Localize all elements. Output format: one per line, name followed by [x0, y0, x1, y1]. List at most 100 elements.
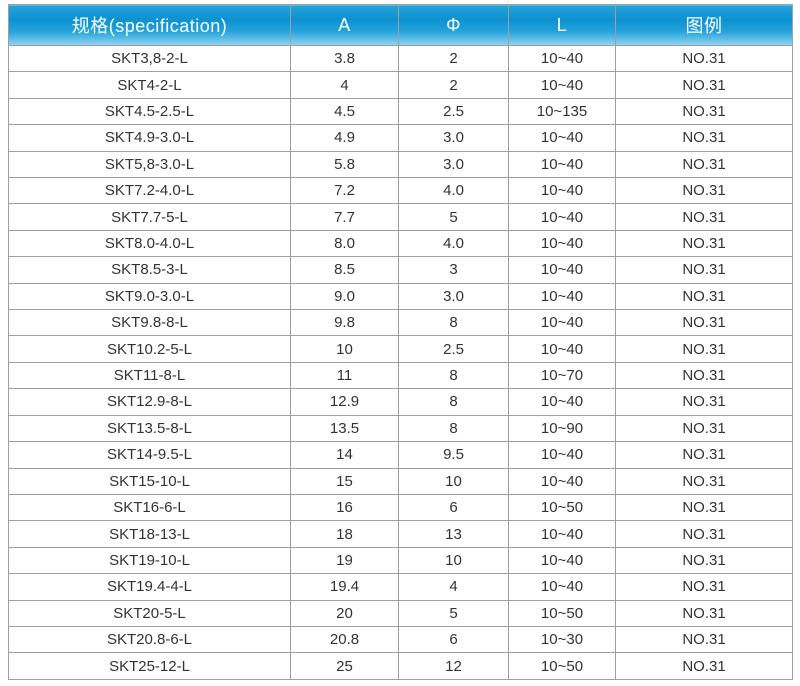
- table-row: SKT9.8-8-L 9.8 8 10~40 NO.31: [8, 309, 793, 337]
- cell-spec: SKT3,8-2-L: [8, 44, 291, 73]
- cell-phi: 2: [398, 71, 509, 99]
- cell-spec: SKT11-8-L: [8, 361, 291, 390]
- cell-a: 9.8: [290, 309, 399, 337]
- cell-l: 10~70: [508, 361, 616, 390]
- cell-a: 4.5: [290, 97, 399, 126]
- cell-a: 7.2: [290, 177, 399, 205]
- cell-a: 19: [290, 546, 399, 575]
- cell-legend: NO.31: [615, 97, 793, 126]
- cell-phi: 8: [398, 361, 509, 390]
- table-row: SKT9.0-3.0-L 9.0 3.0 10~40 NO.31: [8, 282, 793, 311]
- cell-spec: SKT25-12-L: [8, 652, 291, 680]
- cell-l: 10~50: [508, 652, 616, 680]
- table-row: SKT20-5-L 20 5 10~50 NO.31: [8, 599, 793, 627]
- cell-legend: NO.31: [615, 150, 793, 179]
- header-cell-phi: Φ: [398, 4, 509, 46]
- cell-l: 10~40: [508, 177, 616, 205]
- cell-phi: 3: [398, 256, 509, 284]
- cell-phi: 4: [398, 573, 509, 601]
- cell-a: 20: [290, 599, 399, 627]
- table-row: SKT3,8-2-L 3.8 2 10~40 NO.31: [8, 44, 793, 73]
- table-row: SKT19.4-4-L 19.4 4 10~40 NO.31: [8, 573, 793, 601]
- table-row: SKT14-9.5-L 14 9.5 10~40 NO.31: [8, 441, 793, 469]
- cell-l: 10~40: [508, 467, 616, 495]
- cell-legend: NO.31: [615, 546, 793, 575]
- cell-phi: 8: [398, 388, 509, 416]
- cell-a: 15: [290, 467, 399, 495]
- table-row: SKT19-10-L 19 10 10~40 NO.31: [8, 546, 793, 575]
- table-row: SKT20.8-6-L 20.8 6 10~30 NO.31: [8, 625, 793, 654]
- cell-phi: 6: [398, 493, 509, 522]
- cell-l: 10~50: [508, 493, 616, 522]
- cell-a: 8.5: [290, 256, 399, 284]
- cell-legend: NO.31: [615, 229, 793, 258]
- cell-phi: 4.0: [398, 177, 509, 205]
- cell-a: 25: [290, 652, 399, 680]
- cell-a: 4: [290, 71, 399, 99]
- table-row: SKT7.7-5-L 7.7 5 10~40 NO.31: [8, 203, 793, 231]
- cell-l: 10~40: [508, 256, 616, 284]
- cell-phi: 6: [398, 625, 509, 654]
- cell-legend: NO.31: [615, 177, 793, 205]
- cell-l: 10~40: [508, 520, 616, 548]
- cell-l: 10~40: [508, 335, 616, 363]
- table-row: SKT7.2-4.0-L 7.2 4.0 10~40 NO.31: [8, 177, 793, 205]
- cell-phi: 3.0: [398, 124, 509, 152]
- cell-l: 10~40: [508, 441, 616, 469]
- cell-a: 4.9: [290, 124, 399, 152]
- cell-phi: 13: [398, 520, 509, 548]
- table-row: SKT13.5-8-L 13.5 8 10~90 NO.31: [8, 414, 793, 443]
- cell-l: 10~40: [508, 150, 616, 179]
- cell-a: 16: [290, 493, 399, 522]
- cell-phi: 5: [398, 599, 509, 627]
- cell-spec: SKT4.5-2.5-L: [8, 97, 291, 126]
- cell-spec: SKT18-13-L: [8, 520, 291, 548]
- cell-spec: SKT16-6-L: [8, 493, 291, 522]
- cell-legend: NO.31: [615, 520, 793, 548]
- header-cell-legend: 图例: [615, 4, 793, 46]
- cell-spec: SKT8.0-4.0-L: [8, 229, 291, 258]
- cell-spec: SKT19-10-L: [8, 546, 291, 575]
- cell-l: 10~40: [508, 203, 616, 231]
- header-cell-specification: 规格(specification): [8, 4, 291, 46]
- cell-legend: NO.31: [615, 44, 793, 73]
- table-row: SKT11-8-L 11 8 10~70 NO.31: [8, 361, 793, 390]
- cell-legend: NO.31: [615, 414, 793, 443]
- cell-a: 20.8: [290, 625, 399, 654]
- cell-l: 10~135: [508, 97, 616, 126]
- cell-spec: SKT20-5-L: [8, 599, 291, 627]
- table-row: SKT18-13-L 18 13 10~40 NO.31: [8, 520, 793, 548]
- cell-a: 11: [290, 361, 399, 390]
- table-row: SKT25-12-L 25 12 10~50 NO.31: [8, 652, 793, 680]
- cell-a: 14: [290, 441, 399, 469]
- cell-l: 10~40: [508, 124, 616, 152]
- table-row: SKT12.9-8-L 12.9 8 10~40 NO.31: [8, 388, 793, 416]
- cell-l: 10~30: [508, 625, 616, 654]
- cell-a: 13.5: [290, 414, 399, 443]
- cell-legend: NO.31: [615, 282, 793, 311]
- cell-spec: SKT7.7-5-L: [8, 203, 291, 231]
- cell-phi: 2.5: [398, 335, 509, 363]
- cell-legend: NO.31: [615, 625, 793, 654]
- cell-phi: 2.5: [398, 97, 509, 126]
- cell-a: 19.4: [290, 573, 399, 601]
- cell-spec: SKT8.5-3-L: [8, 256, 291, 284]
- table-row: SKT15-10-L 15 10 10~40 NO.31: [8, 467, 793, 495]
- cell-phi: 10: [398, 546, 509, 575]
- cell-l: 10~40: [508, 573, 616, 601]
- cell-spec: SKT9.8-8-L: [8, 309, 291, 337]
- cell-legend: NO.31: [615, 599, 793, 627]
- cell-legend: NO.31: [615, 361, 793, 390]
- cell-a: 3.8: [290, 44, 399, 73]
- cell-legend: NO.31: [615, 256, 793, 284]
- cell-spec: SKT19.4-4-L: [8, 573, 291, 601]
- cell-a: 9.0: [290, 282, 399, 311]
- cell-a: 18: [290, 520, 399, 548]
- cell-phi: 9.5: [398, 441, 509, 469]
- cell-l: 10~40: [508, 546, 616, 575]
- cell-legend: NO.31: [615, 388, 793, 416]
- header-cell-a: A: [290, 4, 399, 46]
- cell-phi: 3.0: [398, 150, 509, 179]
- table-row: SKT4-2-L 4 2 10~40 NO.31: [8, 71, 793, 99]
